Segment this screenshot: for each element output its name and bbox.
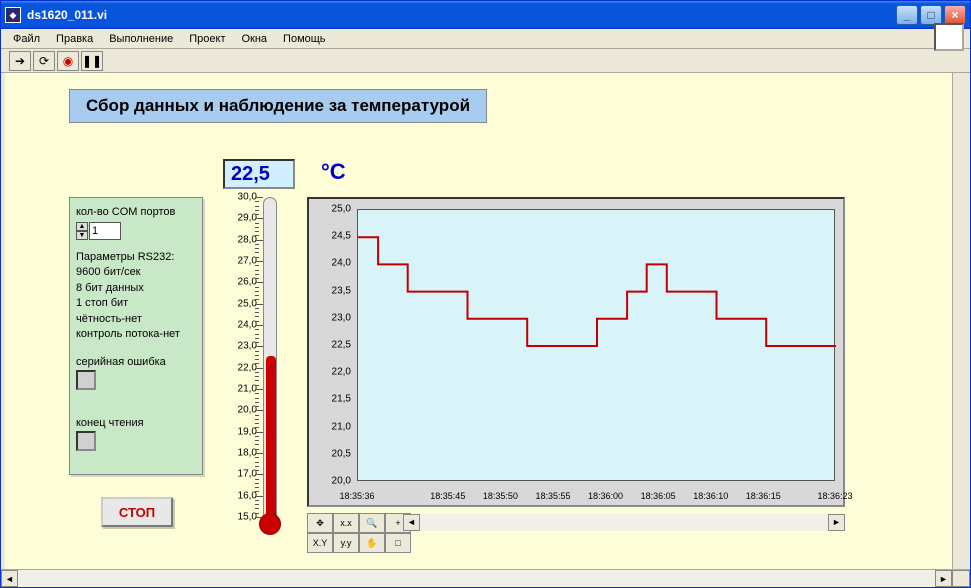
abort-icon[interactable]: ◉	[57, 51, 79, 71]
zoom-fit-icon[interactable]: □	[385, 533, 411, 553]
toolbar: ➔ ⟳ ◉ ❚❚	[1, 49, 970, 73]
page-title: Сбор данных и наблюдение за температурой	[69, 89, 487, 123]
param-line: чётность-нет	[76, 312, 196, 327]
menu-operate[interactable]: Выполнение	[101, 31, 181, 47]
chart-ytick-label: 22,5	[332, 340, 351, 351]
chart-xtick-label: 18:35:45	[430, 491, 465, 501]
chart-xtick-label: 18:36:15	[746, 491, 781, 501]
yformat-tool-icon[interactable]: X.Y	[307, 533, 333, 553]
chart-ytick-label: 21,0	[332, 421, 351, 432]
param-line: 1 стоп бит	[76, 296, 196, 311]
menubar: Файл Правка Выполнение Проект Окна Помощ…	[1, 29, 970, 49]
param-line: Параметры RS232:	[76, 250, 196, 265]
chart-xtick-label: 18:36:10	[693, 491, 728, 501]
unit-label: °C	[321, 159, 346, 185]
menu-help[interactable]: Помощь	[275, 31, 334, 47]
chart-ytick-label: 25,0	[332, 204, 351, 215]
thermometer-bulb	[259, 513, 281, 535]
scroll-corner	[952, 570, 970, 587]
com-ports-stepper[interactable]: ▲ ▼	[76, 222, 196, 240]
chart-scrollbar[interactable]: ◄ ►	[403, 513, 845, 531]
zoom-tool-icon[interactable]: 🔍	[359, 513, 385, 533]
thermometer-fill	[266, 356, 276, 516]
settings-panel: кол-во COM портов ▲ ▼ Параметры RS232: 9…	[69, 197, 203, 475]
menu-window[interactable]: Окна	[233, 31, 275, 47]
xscale-tool-icon[interactable]: x.x	[333, 513, 359, 533]
scroll-track[interactable]	[18, 570, 935, 587]
minimize-button[interactable]: _	[896, 5, 918, 25]
menu-file[interactable]: Файл	[5, 31, 48, 47]
stop-button[interactable]: СТОП	[101, 497, 173, 527]
chart-ytick-label: 22,0	[332, 367, 351, 378]
read-end-led	[76, 431, 96, 451]
vi-icon-box	[934, 23, 964, 51]
chart-xtick-label: 18:35:36	[339, 491, 374, 501]
serial-error-label: серийная ошибка	[76, 356, 196, 368]
read-end-label: конец чтения	[76, 417, 196, 429]
thermometer-tube	[263, 197, 277, 517]
thermometer: 30,029,028,027,026,025,024,023,022,021,0…	[223, 197, 293, 537]
chart-plot-area	[357, 209, 835, 481]
chart-xtick-label: 18:35:50	[483, 491, 518, 501]
chart-ytick-label: 24,5	[332, 231, 351, 242]
param-line: 8 бит данных	[76, 281, 196, 296]
chart-ytick-label: 20,5	[332, 448, 351, 459]
chart-xtick-label: 18:35:55	[535, 491, 570, 501]
chart-xtick-label: 18:36:00	[588, 491, 623, 501]
menu-edit[interactable]: Правка	[48, 31, 101, 47]
window-title: ds1620_011.vi	[27, 8, 896, 22]
chart-ytick-label: 21,5	[332, 394, 351, 405]
chart-series-line	[358, 237, 836, 346]
temperature-readout: 22,5	[223, 159, 295, 189]
chart-ytick-label: 20,0	[332, 476, 351, 487]
panel-vscrollbar[interactable]	[952, 73, 970, 569]
stepper-up-icon[interactable]: ▲	[76, 222, 88, 231]
chart-ytick-label: 23,5	[332, 285, 351, 296]
pause-icon[interactable]: ❚❚	[81, 51, 103, 71]
menu-project[interactable]: Проект	[181, 31, 233, 47]
front-panel: Сбор данных и наблюдение за температурой…	[5, 73, 952, 569]
com-ports-label: кол-во COM портов	[76, 206, 196, 218]
com-ports-input[interactable]	[89, 222, 121, 240]
serial-error-led	[76, 370, 96, 390]
rs232-params: Параметры RS232: 9600 бит/сек 8 бит данн…	[76, 250, 196, 342]
yscale-tool-icon[interactable]: y.y	[333, 533, 359, 553]
panel-hscrollbar[interactable]: ◄ ►	[1, 569, 970, 587]
chart-ytick-label: 24,0	[332, 258, 351, 269]
chart-ytick-label: 23,0	[332, 312, 351, 323]
app-icon: ◆	[5, 7, 21, 23]
param-line: 9600 бит/сек	[76, 265, 196, 280]
scroll-track[interactable]	[420, 514, 828, 531]
temperature-chart: 25,0 24,5 24,0 23,5 23,0 22,5 22,0 21,5 21,0 20,5…	[307, 197, 845, 507]
param-line: контроль потока-нет	[76, 327, 196, 342]
scroll-right-icon[interactable]: ►	[935, 570, 952, 587]
titlebar: ◆ ds1620_011.vi _ □ ×	[1, 1, 970, 29]
run-arrow-icon[interactable]: ➔	[9, 51, 31, 71]
cursor-tool-icon[interactable]: ✥	[307, 513, 333, 533]
scroll-left-icon[interactable]: ◄	[1, 570, 18, 587]
chart-xtick-label: 18:36:05	[641, 491, 676, 501]
scroll-right-icon[interactable]: ►	[828, 514, 845, 531]
scroll-left-icon[interactable]: ◄	[403, 514, 420, 531]
run-continuous-icon[interactable]: ⟳	[33, 51, 55, 71]
chart-xtick-label: 18:36:23	[817, 491, 852, 501]
app-window: ◆ ds1620_011.vi _ □ × Файл Правка Выполн…	[0, 0, 971, 588]
pan-tool-icon[interactable]: ✋	[359, 533, 385, 553]
stepper-down-icon[interactable]: ▼	[76, 231, 88, 240]
chart-palette: ✥ x.x 🔍 X.Y y.y ✋ + □	[307, 513, 411, 553]
